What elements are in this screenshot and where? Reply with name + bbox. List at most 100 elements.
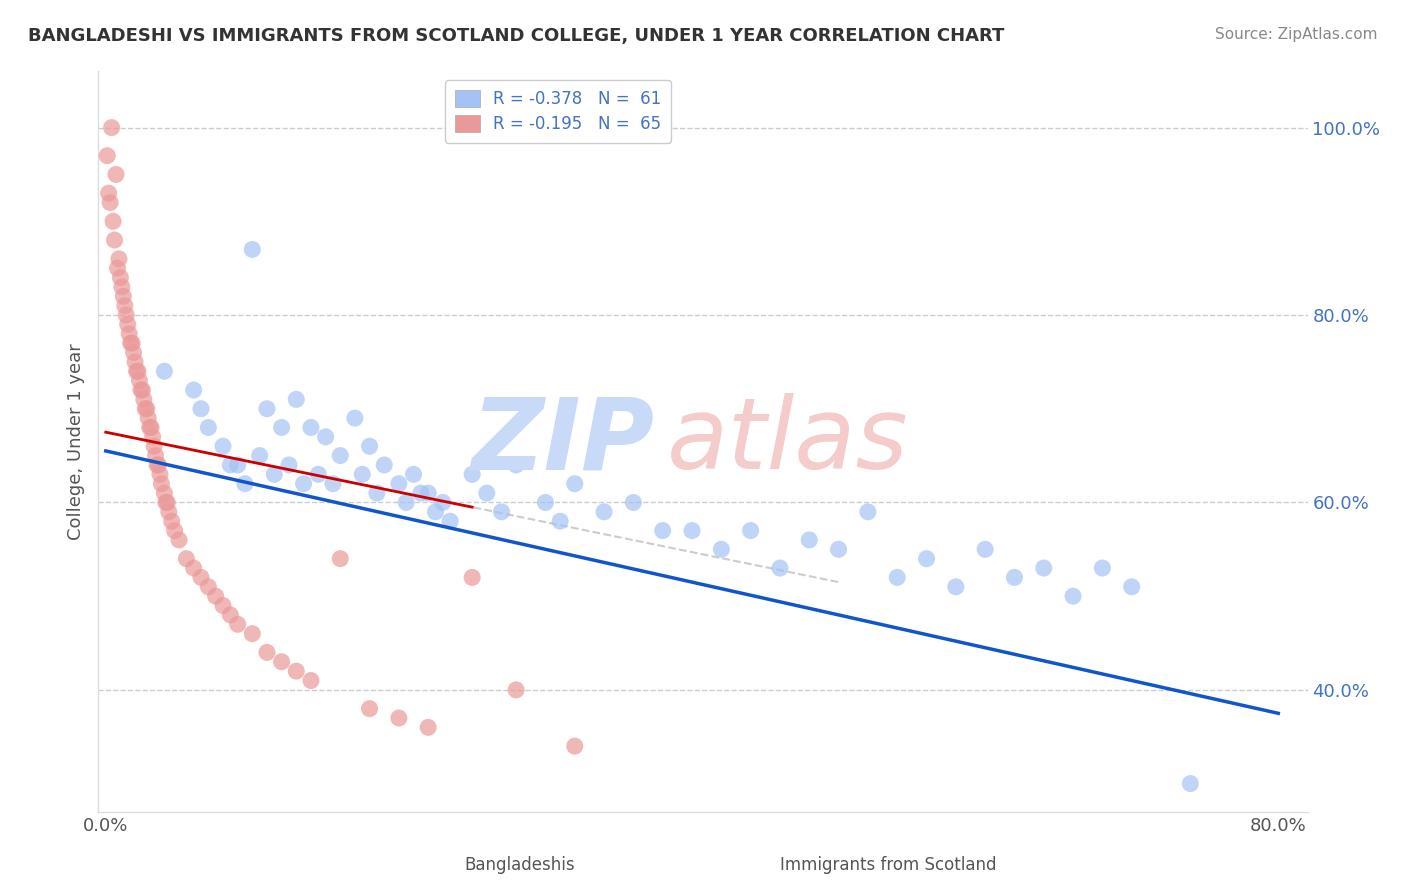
- Point: [285, 664, 308, 678]
- Point: [240, 626, 263, 640]
- Point: [114, 299, 136, 313]
- Point: [122, 345, 145, 359]
- Point: [505, 458, 527, 472]
- Point: [461, 570, 484, 584]
- Point: [197, 580, 219, 594]
- Point: [373, 458, 395, 472]
- Point: [105, 168, 128, 182]
- Point: [418, 720, 440, 734]
- Point: [974, 542, 997, 557]
- Point: [143, 439, 166, 453]
- Point: [329, 449, 352, 463]
- Point: [98, 195, 121, 210]
- Point: [110, 270, 132, 285]
- Point: [212, 599, 235, 613]
- Point: [150, 476, 173, 491]
- Point: [240, 243, 263, 257]
- Point: [299, 673, 322, 688]
- Y-axis label: College, Under 1 year: College, Under 1 year: [66, 343, 84, 540]
- Point: [107, 261, 129, 276]
- Point: [425, 505, 447, 519]
- Point: [263, 467, 285, 482]
- Point: [1004, 570, 1026, 584]
- Point: [256, 645, 278, 659]
- Point: [134, 401, 156, 416]
- Point: [395, 495, 418, 509]
- Point: [153, 486, 176, 500]
- Point: [827, 542, 849, 557]
- Point: [129, 383, 152, 397]
- Point: [226, 458, 249, 472]
- Point: [136, 411, 159, 425]
- Point: [681, 524, 703, 538]
- Point: [432, 495, 454, 509]
- Point: [388, 476, 411, 491]
- Text: ZIP: ZIP: [471, 393, 655, 490]
- Point: [141, 420, 163, 434]
- Point: [128, 374, 150, 388]
- Point: [149, 467, 172, 482]
- Point: [125, 364, 148, 378]
- Point: [190, 401, 212, 416]
- Point: [153, 364, 176, 378]
- Point: [270, 655, 292, 669]
- Point: [132, 392, 155, 407]
- Point: [148, 458, 170, 472]
- Point: [593, 505, 616, 519]
- Point: [299, 420, 322, 434]
- Point: [564, 739, 586, 753]
- Point: [307, 467, 329, 482]
- Point: [322, 476, 344, 491]
- Point: [183, 561, 205, 575]
- Point: [359, 439, 381, 453]
- Point: [155, 495, 177, 509]
- Point: [219, 458, 242, 472]
- Point: [167, 533, 190, 547]
- Point: [138, 420, 160, 434]
- Point: [710, 542, 733, 557]
- Point: [439, 514, 461, 528]
- Point: [475, 486, 498, 500]
- Point: [1180, 776, 1202, 790]
- Point: [115, 308, 138, 322]
- Point: [359, 701, 381, 715]
- Point: [329, 551, 352, 566]
- Point: [461, 467, 484, 482]
- Point: [292, 476, 315, 491]
- Point: [112, 289, 135, 303]
- Point: [163, 524, 186, 538]
- Point: [564, 476, 586, 491]
- Point: [1062, 589, 1084, 603]
- Point: [505, 682, 527, 697]
- Point: [183, 383, 205, 397]
- Point: [343, 411, 366, 425]
- Point: [270, 420, 292, 434]
- Text: Source: ZipAtlas.com: Source: ZipAtlas.com: [1215, 27, 1378, 42]
- Point: [285, 392, 308, 407]
- Point: [856, 505, 879, 519]
- Point: [418, 486, 440, 500]
- Point: [131, 383, 153, 397]
- Point: [409, 486, 432, 500]
- Legend: R = -0.378   N =  61, R = -0.195   N =  65: R = -0.378 N = 61, R = -0.195 N = 65: [444, 79, 671, 143]
- Point: [127, 364, 149, 378]
- Text: Immigrants from Scotland: Immigrants from Scotland: [780, 856, 997, 874]
- Point: [145, 449, 167, 463]
- Point: [204, 589, 226, 603]
- Point: [534, 495, 557, 509]
- Point: [219, 607, 242, 622]
- Point: [256, 401, 278, 416]
- Point: [402, 467, 425, 482]
- Point: [233, 476, 256, 491]
- Point: [97, 186, 120, 201]
- Point: [886, 570, 908, 584]
- Point: [96, 149, 118, 163]
- Point: [197, 420, 219, 434]
- Point: [315, 430, 337, 444]
- Point: [101, 214, 124, 228]
- Point: [249, 449, 271, 463]
- Point: [108, 252, 131, 266]
- Point: [651, 524, 673, 538]
- Point: [1121, 580, 1143, 594]
- Point: [769, 561, 792, 575]
